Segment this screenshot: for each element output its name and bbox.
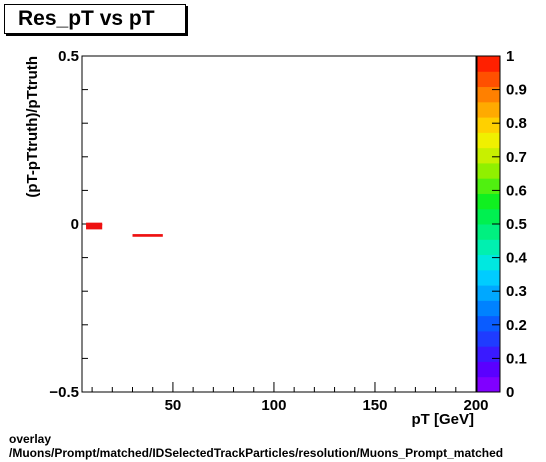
colorbar-band	[477, 56, 500, 72]
colorbar-tick-label: 0.2	[506, 317, 527, 334]
colorbar-band	[477, 239, 500, 256]
caption-line-1: overlay	[9, 432, 52, 446]
colorbar-tick-label: 1	[506, 48, 514, 65]
x-tick-label: 150	[362, 397, 387, 414]
x-tick-label: 50	[165, 397, 182, 414]
colorbar-band	[477, 285, 500, 301]
y-tick-label: 0	[71, 216, 79, 233]
colorbar-band	[477, 346, 500, 362]
colorbar-band	[477, 193, 500, 210]
caption-line-2: /Muons/Prompt/matched/IDSelectedTrackPar…	[9, 446, 504, 460]
chart-title: Res_pT vs pT	[18, 7, 155, 30]
colorbar-band	[477, 376, 500, 393]
colorbar-band	[477, 300, 500, 317]
chart-title-box: Res_pT vs pT	[4, 4, 186, 34]
colorbar-tick-label: 0.5	[506, 216, 527, 233]
colorbar-tick-label: 0.4	[506, 250, 528, 267]
x-axis-label: pT [GeV]	[412, 411, 475, 428]
colorbar-band	[477, 162, 500, 179]
colorbar-tick-label: 0.3	[506, 283, 527, 300]
colorbar-band	[477, 117, 500, 133]
colorbar-tick-label: 0	[506, 384, 514, 401]
colorbar-band	[477, 147, 500, 164]
plot-layer: 50 100 150 200 −0.5 0 0.5 pT [GeV] (pT-pTtruth)/…	[24, 48, 528, 428]
x-tick-label: 100	[261, 397, 286, 414]
colorbar-band	[477, 178, 500, 194]
colorbar-band	[477, 86, 500, 103]
colorbar-tick-label: 0.6	[506, 182, 527, 199]
y-axis-label: (pT-pTtruth)/pTtruth	[24, 56, 41, 198]
colorbar-band	[477, 224, 500, 240]
colorbar-band	[477, 361, 500, 378]
colorbar-tick-label: 0.1	[506, 350, 527, 367]
colorbar-band	[477, 101, 500, 118]
colorbar-band	[477, 269, 500, 286]
colorbar-band	[477, 208, 500, 225]
colorbar-band	[477, 315, 500, 332]
heatmap-cell	[132, 234, 163, 237]
heatmap-cell	[86, 222, 103, 226]
colorbar-band	[477, 71, 500, 88]
x-tick-label: 200	[463, 397, 488, 414]
plot-frame	[81, 55, 477, 393]
colorbar-tick-label: 0.8	[506, 115, 527, 132]
colorbar-tick-label: 0.9	[506, 82, 527, 99]
y-tick-label: −0.5	[49, 384, 79, 401]
colorbar-tick-label: 0.7	[506, 149, 527, 166]
heatmap-cell	[86, 224, 103, 230]
colorbar-band	[477, 330, 500, 347]
y-tick-label: 0.5	[58, 48, 79, 65]
colorbar-band	[477, 132, 500, 149]
colorbar-band	[477, 254, 500, 271]
